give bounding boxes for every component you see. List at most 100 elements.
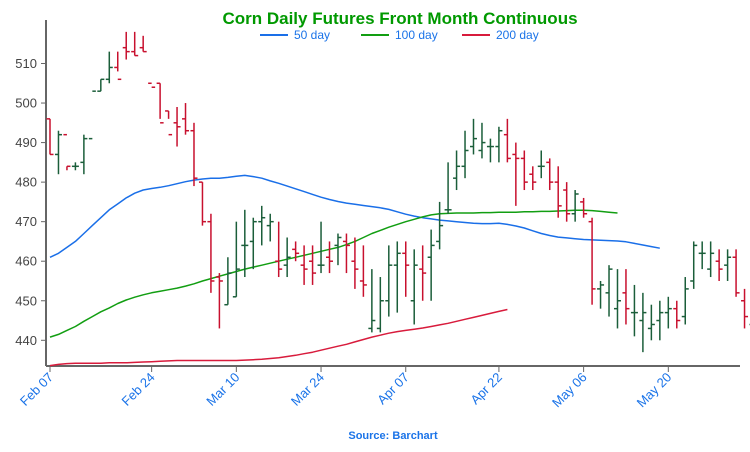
ohlc-bar (605, 265, 613, 317)
ohlc-bar (503, 118, 511, 163)
legend: 50 day 100 day 200 day (260, 28, 539, 42)
y-tick-label: 450 (15, 293, 37, 308)
ohlc-bar (698, 241, 706, 270)
ohlc-bar (165, 110, 173, 136)
ohlc-bar (97, 78, 105, 92)
chart-source: Source: Barchart (348, 430, 438, 442)
ohlc-bar (470, 118, 477, 155)
ohlc-bar (732, 249, 740, 297)
ohlc-bar (224, 257, 232, 306)
moving-average-lines (49, 174, 660, 367)
ohlc-bar (148, 82, 156, 88)
price-bars (46, 31, 750, 353)
ohlc-bar (309, 245, 317, 285)
ohlc-bar (292, 241, 300, 262)
x-tick-label: Apr 07 (374, 370, 412, 408)
ohlc-bar (54, 130, 62, 175)
ohlc-bar (80, 134, 88, 175)
ohlc-bar (317, 221, 325, 274)
ohlc-bar (283, 237, 291, 278)
ohlc-bar (376, 277, 384, 333)
ohlc-bar (385, 245, 393, 317)
legend-label: 200 day (496, 28, 539, 42)
ohlc-bar (114, 51, 122, 81)
ohlc-bar (249, 217, 257, 270)
x-tick-label: Apr 22 (467, 370, 505, 408)
ohlc-bar (656, 300, 664, 341)
ohlc-bar (351, 237, 359, 289)
y-tick-label: 510 (15, 56, 37, 71)
ohlc-bar (647, 304, 655, 341)
ohlc-bar (215, 273, 223, 329)
y-tick-label: 480 (15, 175, 37, 190)
y-tick-label: 460 (15, 254, 37, 269)
ohlc-bar (131, 31, 139, 57)
ohlc-bar (258, 205, 266, 246)
ohlc-bar (486, 138, 494, 163)
y-axis-ticks: 440 450 460 470 480 490 500 510 (15, 56, 46, 348)
x-tick-label: Mar 10 (203, 370, 242, 409)
ohlc-bar (681, 277, 689, 325)
axes (45, 20, 740, 367)
ohlc-bar (741, 288, 749, 329)
x-axis-ticks: Feb 07 Feb 24 Mar 10 Mar 24 Apr 07 Apr 22 May … (17, 366, 675, 411)
ohlc-bar (563, 182, 571, 222)
ohlc-bar (444, 162, 452, 214)
ohlc-bar (139, 35, 147, 53)
ohlc-bar (326, 241, 334, 274)
ohlc-bar (122, 31, 130, 60)
ohlc-bar (334, 233, 342, 266)
ohlc-bar (639, 292, 647, 353)
x-tick-label: Feb 24 (119, 370, 158, 409)
ohlc-bar (190, 122, 198, 187)
ohlc-bar (300, 245, 308, 285)
ohlc-bar (520, 150, 528, 191)
ohlc-bar (342, 233, 350, 274)
x-tick-label: May 06 (549, 370, 590, 411)
x-tick-label: Feb 07 (17, 370, 56, 409)
legend-label: 50 day (294, 28, 330, 42)
ma-line-50-day (49, 174, 660, 258)
ohlc-bar (46, 118, 54, 156)
ohlc-bar (241, 209, 249, 278)
ohlc-bar (393, 241, 401, 313)
ohlc-bar (478, 122, 486, 159)
ohlc-bar (402, 241, 410, 297)
ohlc-bar (207, 213, 215, 293)
ohlc-bar (156, 82, 164, 124)
ohlc-bar (588, 217, 596, 305)
ohlc-bar (554, 166, 562, 218)
chart-title: Corn Daily Futures Front Month Continuou… (222, 9, 577, 28)
ohlc-bar (173, 106, 181, 147)
x-tick-label: May 20 (634, 370, 675, 411)
ohlc-bar (580, 197, 588, 218)
ohlc-bar (105, 51, 113, 84)
ohlc-bar (359, 245, 367, 297)
ohlc-bar (419, 245, 427, 301)
ohlc-bar (368, 269, 376, 333)
y-tick-label: 490 (15, 135, 37, 150)
ohlc-bar (275, 221, 283, 278)
legend-label: 100 day (395, 28, 438, 42)
ohlc-bar (707, 241, 715, 278)
ohlc-bar (630, 284, 638, 337)
ohlc-bar (436, 201, 444, 250)
ohlc-bar (266, 213, 274, 242)
y-tick-label: 440 (15, 333, 37, 348)
ohlc-bar (664, 296, 672, 329)
ohlc-bar (622, 269, 630, 325)
ohlc-bar (546, 158, 554, 191)
ohlc-bar (690, 241, 698, 289)
ohlc-bar (410, 249, 418, 325)
ohlc-bar (537, 150, 545, 179)
ohlc-bar (571, 190, 579, 222)
ohlc-bar (512, 142, 520, 206)
ohlc-bar (427, 229, 435, 301)
ohlc-bar (198, 181, 206, 226)
ohlc-bar (613, 269, 621, 329)
ohlc-bar (597, 280, 605, 309)
ohlc-bar (724, 249, 732, 281)
ohlc-bar (232, 221, 240, 298)
